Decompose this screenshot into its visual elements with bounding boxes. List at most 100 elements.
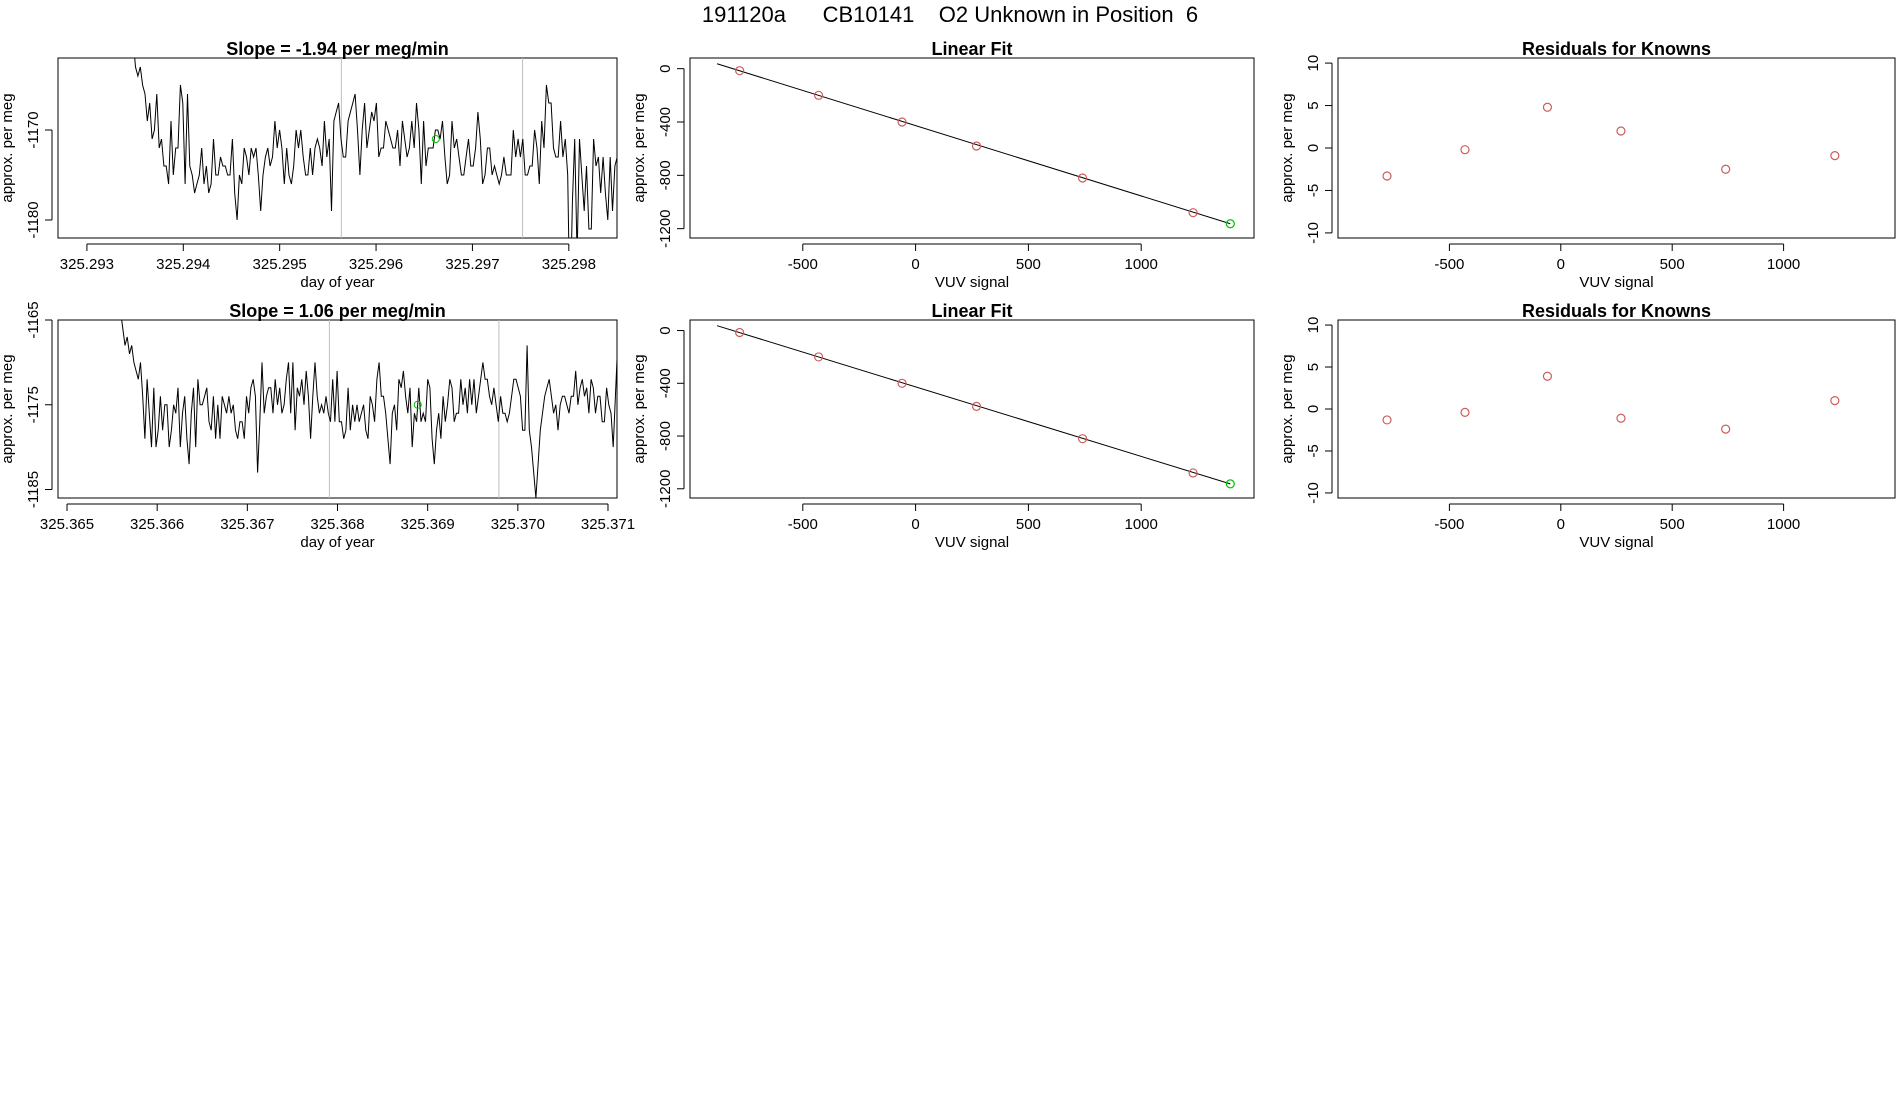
fit-2-x-tick-label: -500	[788, 516, 818, 533]
fit-1-data-point	[897, 117, 907, 127]
trace-2-x-tick-label: 325.370	[491, 516, 545, 533]
fit-1-data-point	[1077, 173, 1088, 183]
fit-1-data-point	[971, 141, 982, 151]
resid-1-y-tick-label: -5	[1305, 184, 1322, 197]
resid-1-y-tick-label: 0	[1305, 144, 1322, 152]
resid-2-y-tick-label: 0	[1305, 405, 1322, 413]
fit-2-unknown-point	[1225, 479, 1235, 489]
resid-2-plot-area	[1382, 371, 1840, 434]
fit-1-title: Linear Fit	[931, 39, 1012, 59]
resid-1-y-tick-label: 5	[1305, 101, 1322, 109]
resid-2-data-point	[1460, 407, 1470, 417]
resid-1-panel: Residuals for Knowns -500 0 500 1000 VUV sign…	[1279, 39, 1896, 291]
fit-1-y-tick-label: -400	[657, 107, 674, 137]
resid-1-data-point	[1830, 151, 1840, 161]
trace-2-x-tick-label: 325.366	[130, 516, 184, 533]
fit-1-y-label: approx. per meg	[631, 93, 648, 202]
fit-1-y-tick-label: 0	[657, 64, 674, 72]
resid-2-title: Residuals for Knowns	[1522, 301, 1711, 321]
resid-2-x-tick-label: 0	[1557, 516, 1565, 533]
trace-1-x-tick-label: 325.296	[349, 256, 403, 273]
trace-1-y-tick-label: -1170	[25, 111, 42, 148]
resid-2-x-tick-label: 1000	[1767, 516, 1800, 533]
resid-1-x-tick-label: 0	[1557, 256, 1565, 273]
resid-1-data-point	[1542, 102, 1553, 112]
resid-2-y-tick-label: -10	[1305, 482, 1322, 504]
fit-2-data-point	[813, 352, 824, 362]
trace-1-panel: Slope = -1.94 per meg/min 325.293 325.294 3…	[0, 39, 618, 291]
resid-2-data-point	[1721, 424, 1731, 434]
resid-2-x-tick-label: -500	[1434, 516, 1464, 533]
resid-2-x-tick-label: 500	[1660, 516, 1685, 533]
resid-2-panel: Residuals for Knowns -500 0 500 1000 VUV sign…	[1279, 301, 1896, 551]
fit-2-x-tick-label: 1000	[1125, 516, 1158, 533]
fit-2-data-point	[897, 378, 907, 388]
fit-2-frame	[689, 319, 1255, 499]
trace-1-frame	[57, 57, 618, 239]
fit-1-frame	[689, 57, 1255, 239]
trace-1-title: Slope = -1.94 per meg/min	[226, 39, 449, 59]
trace-2-x-tick-label: 325.369	[401, 516, 455, 533]
resid-2-data-point	[1382, 415, 1392, 425]
trace-2-y-tick-label: -1185	[25, 471, 42, 508]
fit-2-data-point	[1077, 434, 1088, 444]
trace-2-plot-area	[121, 320, 617, 498]
fit-1-x-tick-label: 0	[911, 256, 919, 273]
trace-1-y-label: approx. per meg	[0, 93, 16, 202]
fit-2-plot-area	[716, 325, 1235, 489]
trace-1-y-tick-label: -1180	[25, 201, 42, 238]
fit-1-panel: Linear Fit -500 0 500 1000 VUV signal 0 -400 -80…	[631, 39, 1255, 291]
resid-1-frame	[1337, 57, 1896, 239]
resid-2-data-point	[1542, 371, 1553, 381]
fit-1-data-point	[735, 66, 745, 76]
fit-2-title: Linear Fit	[931, 301, 1012, 321]
resid-1-title: Residuals for Knowns	[1522, 39, 1711, 59]
fit-1-x-tick-label: 1000	[1125, 256, 1158, 273]
resid-1-x-label: VUV signal	[1579, 274, 1653, 291]
resid-1-data-point	[1382, 171, 1392, 181]
fit-1-data-point	[813, 90, 824, 100]
trace-1-x-label: day of year	[300, 274, 374, 291]
resid-1-data-point	[1616, 126, 1626, 136]
resid-1-y-label: approx. per meg	[1279, 93, 1296, 202]
resid-2-y-tick-label: 10	[1305, 317, 1322, 334]
fit-2-y-tick-label: -400	[657, 368, 674, 398]
trace-1-x-tick-label: 325.298	[542, 256, 596, 273]
resid-1-x-tick-label: -500	[1434, 256, 1464, 273]
trace-1-x-tick-label: 325.293	[60, 256, 114, 273]
resid-2-data-point	[1830, 396, 1840, 406]
trace-2-x-tick-label: 325.365	[40, 516, 94, 533]
fit-2-y-label: approx. per meg	[631, 354, 648, 463]
trace-2-panel: Slope = 1.06 per meg/min 325.365 325.366 32…	[0, 301, 635, 551]
fit-2-y-tick-label: 0	[657, 326, 674, 334]
resid-2-y-label: approx. per meg	[1279, 354, 1296, 463]
fit-1-x-label: VUV signal	[935, 274, 1009, 291]
resid-2-y-tick-label: 5	[1305, 363, 1322, 371]
resid-2-data-point	[1616, 413, 1626, 423]
resid-1-data-point	[1460, 145, 1470, 155]
resid-1-y-tick-label: -10	[1305, 222, 1322, 244]
fit-2-y-tick-label: -800	[657, 421, 674, 451]
fit-1-unknown-point	[1225, 219, 1235, 229]
trace-1-x-tick-label: 325.297	[445, 256, 499, 273]
fit-2-fit-line	[716, 325, 1231, 485]
trace-1-series-line	[134, 58, 617, 238]
fit-2-x-tick-label: 500	[1016, 516, 1041, 533]
fit-1-plot-area	[716, 63, 1235, 229]
trace-2-title: Slope = 1.06 per meg/min	[229, 301, 446, 321]
fit-1-data-point	[1188, 208, 1198, 218]
figure-title: 191120a CB10141 O2 Unknown in Position 6	[701, 2, 1199, 27]
fit-2-data-point	[1188, 468, 1198, 478]
resid-1-y-tick-label: 10	[1305, 55, 1322, 72]
resid-1-x-tick-label: 500	[1660, 256, 1685, 273]
resid-2-x-label: VUV signal	[1579, 534, 1653, 551]
fit-2-x-label: VUV signal	[935, 534, 1009, 551]
trace-1-x-tick-label: 325.294	[156, 256, 210, 273]
trace-2-y-label: approx. per meg	[0, 354, 16, 463]
fit-1-x-tick-label: -500	[788, 256, 818, 273]
fit-2-data-point	[735, 327, 745, 338]
fit-2-y-tick-label: -1200	[657, 470, 674, 508]
trace-2-highlight-point	[413, 400, 422, 409]
